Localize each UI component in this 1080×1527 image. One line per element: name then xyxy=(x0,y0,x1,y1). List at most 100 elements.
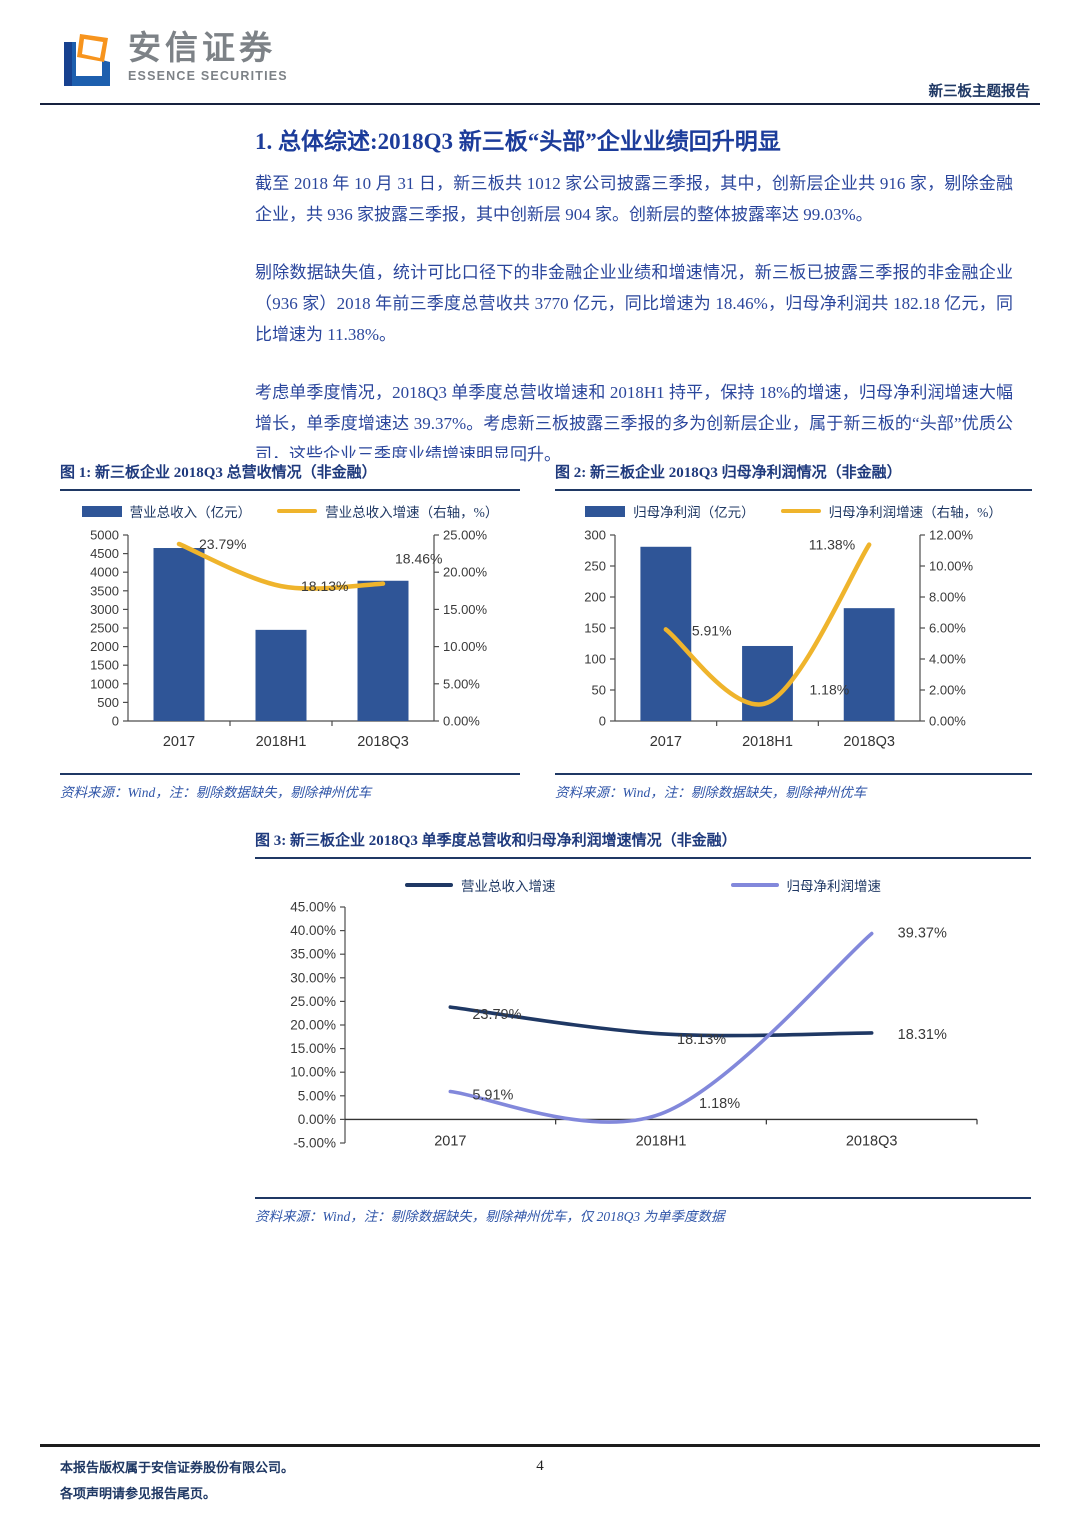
line-swatch-icon xyxy=(405,883,453,887)
svg-text:0.00%: 0.00% xyxy=(929,714,966,729)
section-title: 1. 总体综述:2018Q3 新三板“头部”企业业绩回升明显 xyxy=(255,129,781,154)
svg-text:2017: 2017 xyxy=(163,734,195,750)
paragraph-2: 剔除数据缺失值，统计可比口径下的非金融企业业绩和增速情况，新三板已披露三季报的非… xyxy=(255,262,1013,344)
figure-3: 图 3: 新三板企业 2018Q3 单季度总营收和归母净利润增速情况（非金融） … xyxy=(255,826,1031,1225)
svg-text:18.31%: 18.31% xyxy=(898,1027,947,1043)
figure-1-title: 图 1: 新三板企业 2018Q3 总营收情况（非金融） xyxy=(60,458,520,491)
svg-text:5.91%: 5.91% xyxy=(692,622,732,638)
svg-text:2.00%: 2.00% xyxy=(929,683,966,698)
legend-item-profit-growth: 归母净利润增速（右轴，%） xyxy=(780,501,1002,521)
svg-text:2018Q3: 2018Q3 xyxy=(843,734,895,750)
brand-name-cn: 安信证券 xyxy=(128,29,276,66)
svg-text:1.18%: 1.18% xyxy=(810,682,850,698)
svg-text:2018H1: 2018H1 xyxy=(742,734,793,750)
figure-2-chart: 0 50 100 150 200 250 300 0.00% 2.00% 4.00% 6.00% 8.… xyxy=(555,521,1032,771)
svg-text:4.00%: 4.00% xyxy=(929,652,966,667)
svg-text:2018H1: 2018H1 xyxy=(256,734,307,750)
page-number: 4 xyxy=(536,1458,544,1474)
svg-text:3000: 3000 xyxy=(90,602,119,617)
svg-text:25.00%: 25.00% xyxy=(290,994,336,1009)
bar-swatch-icon xyxy=(585,505,626,517)
figure-1: 图 1: 新三板企业 2018Q3 总营收情况（非金融） 营业总收入（亿元） 营… xyxy=(60,458,520,801)
brand-name-en: ESSENCE SECURITIES xyxy=(128,69,288,84)
brand-text: 安信证券 ESSENCE SECURITIES xyxy=(128,29,288,84)
legend-label: 归母净利润（亿元） xyxy=(633,505,755,520)
svg-text:25.00%: 25.00% xyxy=(443,528,488,543)
svg-text:2018Q3: 2018Q3 xyxy=(846,1133,898,1149)
svg-text:3500: 3500 xyxy=(90,583,119,598)
svg-text:4500: 4500 xyxy=(90,546,119,561)
figure-row: 图 1: 新三板企业 2018Q3 总营收情况（非金融） 营业总收入（亿元） 营… xyxy=(60,458,1032,801)
svg-text:18.46%: 18.46% xyxy=(395,551,442,567)
svg-text:100: 100 xyxy=(584,652,606,667)
svg-text:10.00%: 10.00% xyxy=(443,639,488,654)
svg-text:15.00%: 15.00% xyxy=(290,1041,336,1056)
svg-text:250: 250 xyxy=(584,559,606,574)
legend-item-profit-growth: 归母净利润增速 xyxy=(730,875,882,895)
svg-text:5.00%: 5.00% xyxy=(443,676,480,691)
figure-2-source: 资料来源：Wind，注：剔除数据缺失，剔除神州优车 xyxy=(555,773,1032,801)
legend-label: 营业总收入增速（右轴，%） xyxy=(325,505,499,520)
logo-mark-icon xyxy=(64,34,110,86)
svg-text:1500: 1500 xyxy=(90,658,119,673)
svg-text:1.18%: 1.18% xyxy=(699,1096,740,1112)
legend-item-profit: 归母净利润（亿元） xyxy=(585,501,755,521)
svg-text:10.00%: 10.00% xyxy=(290,1065,336,1080)
svg-text:2018H1: 2018H1 xyxy=(636,1133,687,1149)
svg-text:2500: 2500 xyxy=(90,621,119,636)
svg-text:50: 50 xyxy=(592,683,606,698)
footer-divider xyxy=(40,1444,1040,1447)
paragraph-3: 考虑单季度情况，2018Q3 单季度总营收增速和 2018H1 持平，保持 18… xyxy=(255,382,1013,464)
svg-text:6.00%: 6.00% xyxy=(929,621,966,636)
svg-text:20.00%: 20.00% xyxy=(443,565,488,580)
figure-2-title: 图 2: 新三板企业 2018Q3 归母净利润情况（非金融） xyxy=(555,458,1032,491)
svg-text:30.00%: 30.00% xyxy=(290,970,336,985)
figure-1-chart: 0 500 1000 1500 2000 2500 3000 3500 4000 4500 5000… xyxy=(60,521,520,771)
svg-text:40.00%: 40.00% xyxy=(290,923,336,938)
figure-3-chart: -5.00% 0.00% 5.00% 10.00% 15.00% 20.00% 25.00%… xyxy=(255,895,1031,1195)
figure-3-legend: 营业总收入增速 归母净利润增速 xyxy=(255,875,1031,895)
figure-2-legend: 归母净利润（亿元） 归母净利润增速（右轴，%） xyxy=(555,501,1032,521)
svg-text:2000: 2000 xyxy=(90,639,119,654)
footer-copyright: 本报告版权属于安信证券股份有限公司。 各项声明请参见报告尾页。 xyxy=(60,1455,294,1507)
figure-2: 图 2: 新三板企业 2018Q3 归母净利润情况（非金融） 归母净利润（亿元）… xyxy=(555,458,1032,801)
svg-text:15.00%: 15.00% xyxy=(443,602,488,617)
legend-item-revenue-growth: 营业总收入增速 xyxy=(405,875,556,895)
footer-line-2: 各项声明请参见报告尾页。 xyxy=(60,1486,217,1501)
paragraph-1: 截至 2018 年 10 月 31 日，新三板共 1012 家公司披露三季报，其… xyxy=(255,174,1013,224)
svg-text:18.13%: 18.13% xyxy=(301,578,348,594)
footer-line-1: 本报告版权属于安信证券股份有限公司。 xyxy=(60,1460,295,1475)
svg-text:8.00%: 8.00% xyxy=(929,590,966,605)
svg-text:300: 300 xyxy=(584,528,606,543)
svg-text:23.79%: 23.79% xyxy=(199,536,246,552)
svg-text:35.00%: 35.00% xyxy=(290,947,336,962)
legend-item-revenue-growth: 营业总收入增速（右轴，%） xyxy=(277,501,498,521)
essence-securities-logo: 安信证券 ESSENCE SECURITIES xyxy=(62,29,288,90)
report-type-label: 新三板主题报告 xyxy=(928,84,1031,100)
svg-text:0: 0 xyxy=(599,714,606,729)
line-swatch-icon xyxy=(730,883,779,887)
svg-text:39.37%: 39.37% xyxy=(898,926,947,942)
svg-text:500: 500 xyxy=(97,695,119,710)
svg-text:20.00%: 20.00% xyxy=(290,1018,336,1033)
svg-text:5.91%: 5.91% xyxy=(472,1088,513,1104)
figure-1-source: 资料来源：Wind，注：剔除数据缺失，剔除神州优车 xyxy=(60,773,520,801)
svg-text:10.00%: 10.00% xyxy=(929,559,974,574)
legend-label: 营业总收入（亿元） xyxy=(129,505,252,520)
svg-text:23.79%: 23.79% xyxy=(472,1007,521,1023)
svg-text:4000: 4000 xyxy=(90,565,119,580)
svg-text:150: 150 xyxy=(584,621,606,636)
svg-text:5.00%: 5.00% xyxy=(298,1088,336,1103)
figure-1-legend: 营业总收入（亿元） 营业总收入增速（右轴，%） xyxy=(60,501,520,521)
header-divider xyxy=(40,103,1040,105)
bar-swatch-icon xyxy=(81,505,122,517)
svg-text:2018Q3: 2018Q3 xyxy=(357,734,409,750)
svg-text:0: 0 xyxy=(112,714,119,729)
svg-text:11.38%: 11.38% xyxy=(809,537,855,553)
legend-label: 归母净利润增速 xyxy=(786,879,882,894)
line-swatch-icon xyxy=(780,509,821,513)
svg-text:2017: 2017 xyxy=(650,734,682,750)
svg-text:0.00%: 0.00% xyxy=(298,1112,336,1127)
svg-text:45.00%: 45.00% xyxy=(290,900,336,915)
